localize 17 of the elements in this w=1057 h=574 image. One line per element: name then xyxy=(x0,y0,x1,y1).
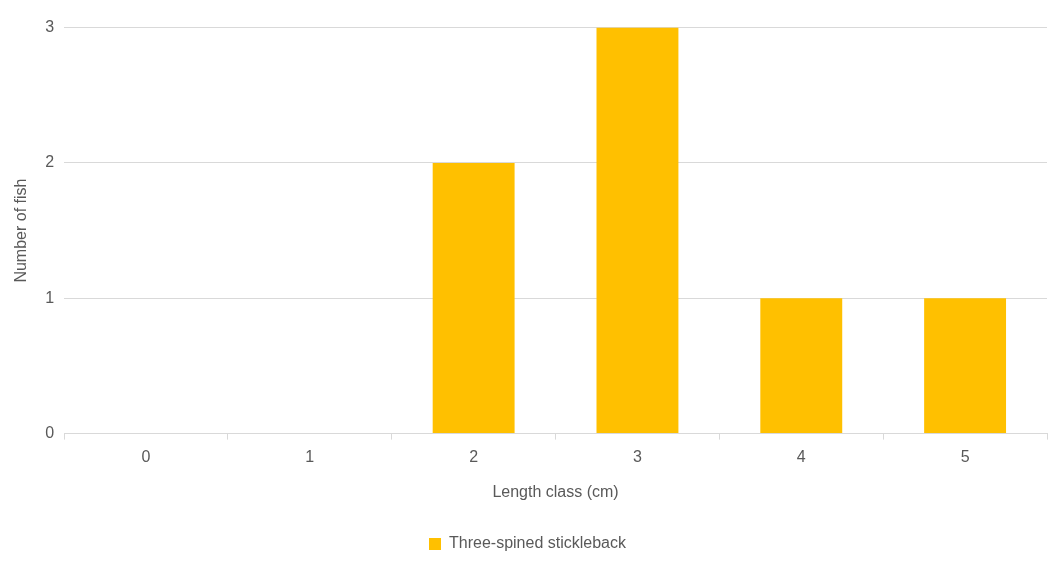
x-tick-label: 1 xyxy=(305,447,315,465)
x-tick-label: 5 xyxy=(960,447,970,465)
bar xyxy=(760,298,843,434)
x-tick-label: 0 xyxy=(141,447,151,465)
y-tick-label: 3 xyxy=(45,18,55,36)
y-tick-label: 0 xyxy=(45,424,55,442)
bar xyxy=(924,298,1007,434)
x-tick-label: 2 xyxy=(469,447,479,465)
y-tick-label: 2 xyxy=(45,153,55,171)
bar xyxy=(432,162,515,434)
legend-label: Three-spined stickleback xyxy=(449,534,627,552)
y-tick-label: 1 xyxy=(45,288,55,306)
y-axis-title: Number of fish xyxy=(12,178,30,283)
x-tick-label: 4 xyxy=(796,447,806,465)
bar xyxy=(596,27,679,434)
x-tick-label: 3 xyxy=(633,447,642,465)
x-axis-title: Length class (cm) xyxy=(492,482,619,500)
